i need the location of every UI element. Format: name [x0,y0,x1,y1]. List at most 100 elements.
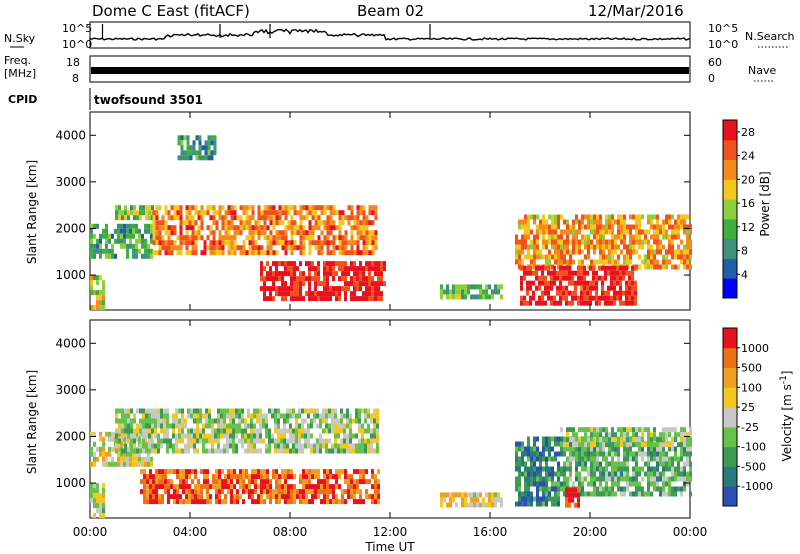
range-gate-cell [620,491,623,497]
range-gate-cell [161,215,165,221]
range-gate-cell [155,489,158,495]
range-gate-cell [173,494,176,500]
range-gate-cell [577,300,580,306]
range-gate-cell [610,300,613,306]
range-gate-cell [295,433,298,439]
range-gate-cell [245,235,249,241]
range-gate-cell [367,423,370,429]
range-gate-cell [671,491,674,497]
range-gate-cell [662,446,665,452]
range-gate-cell [662,427,665,433]
range-gate-cell [542,244,545,250]
range-gate-cell [551,229,554,235]
colorbar-swatch [723,139,737,161]
range-gate-cell [99,431,102,437]
range-gate-cell [343,448,346,454]
range-gate-cell [130,438,133,444]
range-gate-cell [338,474,341,480]
range-gate-cell [577,265,580,271]
range-gate-cell [117,431,120,437]
range-gate-cell [608,446,611,452]
range-gate-cell [623,219,626,225]
range-gate-cell [580,295,583,301]
range-gate-cell [121,428,124,434]
range-gate-cell [311,291,314,297]
range-gate-cell [572,451,575,457]
range-gate-cell [132,451,135,457]
range-gate-cell [332,220,336,226]
range-gate-cell [126,446,129,452]
range-gate-cell [523,270,526,276]
range-gate-cell [452,284,455,290]
range-gate-cell [586,270,589,276]
range-gate-cell [233,215,237,221]
range-gate-cell [593,476,596,482]
range-gate-cell [689,264,692,270]
range-gate-cell [362,479,365,485]
range-gate-cell [461,289,464,295]
range-gate-cell [316,423,319,429]
range-gate-cell [290,469,293,475]
range-gate-cell [335,235,339,241]
range-gate-cell [317,484,320,490]
range-gate-cell [132,461,135,467]
range-gate-cell [568,270,571,276]
range-gate-cell [332,276,335,282]
range-gate-cell [599,442,602,448]
range-gate-cell [464,289,467,295]
range-gate-cell [584,466,587,472]
range-gate-cell [325,428,328,434]
range-gate-cell [260,489,263,495]
range-gate-cell [343,413,346,419]
range-gate-cell [206,210,210,216]
range-gate-cell [374,240,378,246]
range-gate-cell [518,259,521,265]
range-gate-cell [662,486,665,492]
range-gate-cell [299,271,302,277]
range-gate-cell [587,427,590,433]
range-gate-cell [114,238,117,244]
range-gate-cell [124,418,127,424]
range-gate-cell [204,140,208,146]
range-gate-cell [539,501,542,507]
range-gate-cell [674,229,677,235]
range-gate-cell [278,230,282,236]
range-gate-cell [494,502,497,508]
range-gate-cell [617,214,620,220]
range-gate-cell [659,239,662,245]
range-gate-cell [368,235,372,241]
range-gate-cell [602,486,605,492]
range-gate-cell [278,220,282,226]
range-gate-cell [266,205,270,211]
range-gate-cell [182,235,186,241]
range-gate-cell [622,270,625,276]
range-gate-cell [614,437,617,443]
range-gate-cell [260,271,263,277]
range-gate-cell [244,433,247,439]
range-gate-cell [376,408,379,414]
range-gate-cell [353,240,357,246]
range-gate-cell [274,443,277,449]
range-gate-cell [323,205,327,211]
range-gate-cell [329,469,332,475]
range-gate-cell [359,499,362,505]
range-gate-cell [377,286,380,292]
range-gate-cell [102,441,105,447]
range-gate-cell [195,150,199,156]
range-gate-cell [338,499,341,505]
range-gate-cell [605,254,608,260]
range-gate-cell [518,254,521,260]
range-gate-cell [599,466,602,472]
range-gate-cell [217,448,220,454]
range-gate-cell [235,408,238,414]
range-gate-cell [373,438,376,444]
range-gate-cell [136,448,139,454]
range-gate-cell [325,443,328,449]
range-gate-cell [529,280,532,286]
range-gate-cell [93,431,96,437]
range-gate-cell [533,436,536,442]
range-gate-cell [518,501,521,507]
range-gate-cell [320,240,324,246]
range-gate-cell [680,219,683,225]
range-gate-cell [287,499,290,505]
